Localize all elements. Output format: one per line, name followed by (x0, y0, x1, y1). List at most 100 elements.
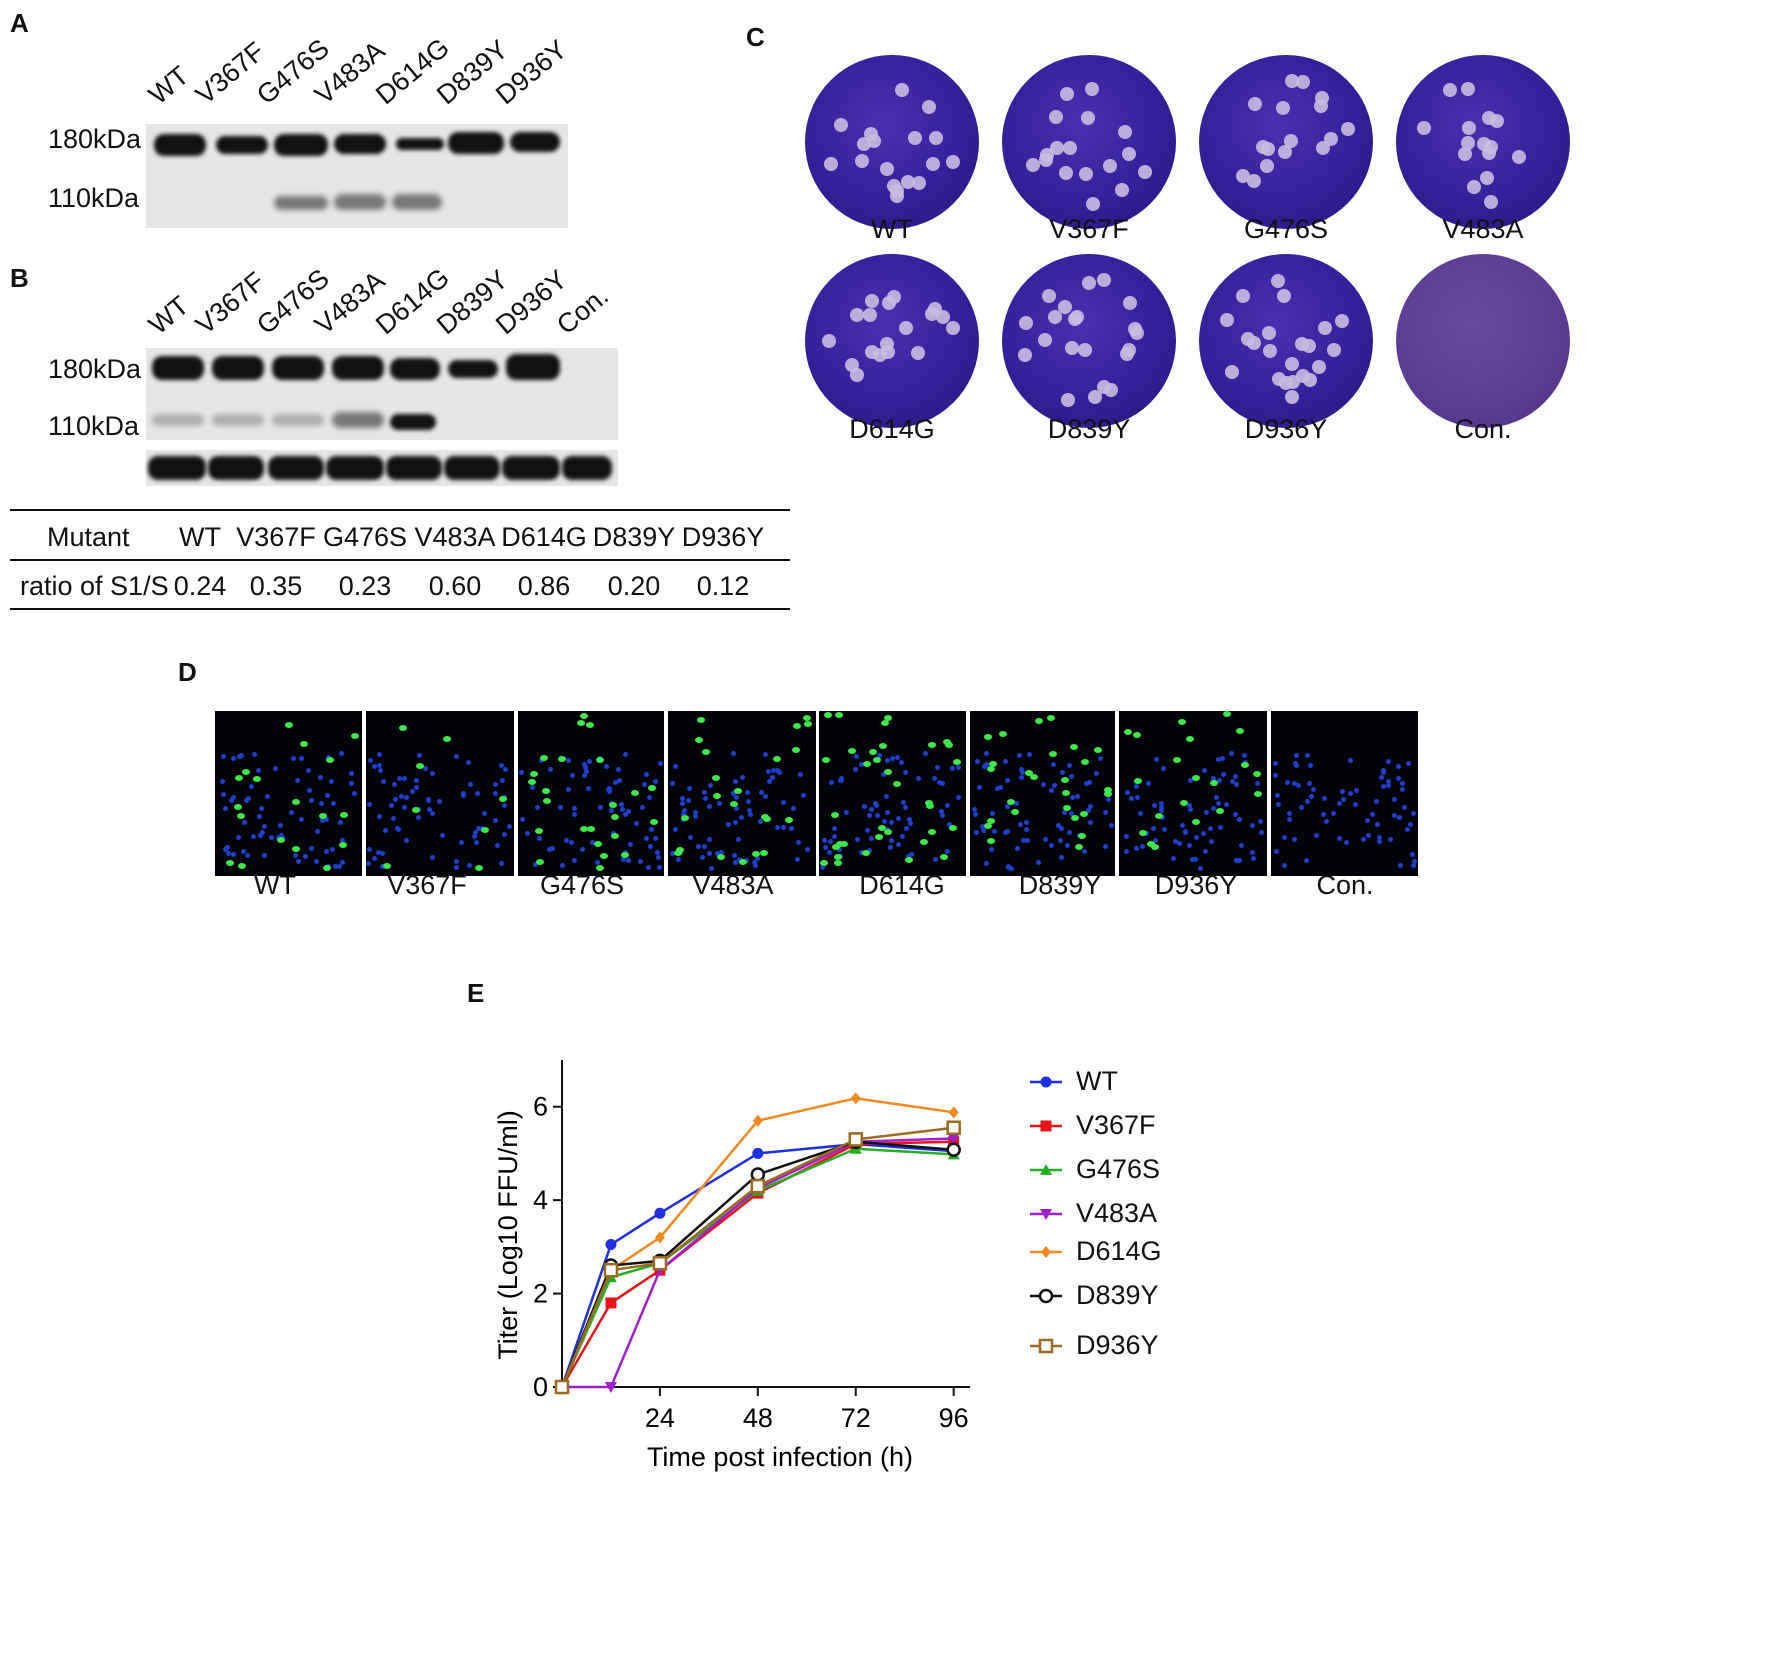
nucleus (1306, 781, 1312, 787)
nucleus (473, 840, 479, 846)
table-ratio-value: 0.35 (249, 571, 303, 601)
nucleus (377, 768, 383, 774)
legend-item: G476S (1030, 1154, 1160, 1185)
nucleus (558, 804, 564, 810)
infected-cell (595, 757, 604, 764)
nucleus (1024, 819, 1029, 825)
nucleus (333, 863, 339, 869)
nucleus (1153, 837, 1159, 843)
kda-marker-110: 110kDa (48, 183, 140, 213)
infected-cell (716, 854, 725, 861)
infected-cell (984, 733, 993, 740)
infected-cell (284, 722, 293, 729)
nucleus (493, 817, 499, 823)
nucleus (586, 758, 592, 764)
infected-cell (1046, 714, 1055, 721)
nucleus (417, 752, 423, 758)
nucleus (1410, 851, 1416, 857)
infected-cell (879, 743, 888, 750)
nucleus (388, 802, 394, 808)
nucleus (1400, 781, 1406, 787)
table-column-header: WT (179, 522, 221, 552)
nucleus (230, 756, 236, 762)
nucleus (499, 861, 505, 867)
plaque (1115, 182, 1130, 197)
plaque (1018, 315, 1033, 330)
legend-label: V367F (1076, 1110, 1156, 1140)
nucleus (800, 793, 806, 799)
nucleus (1336, 835, 1342, 841)
nucleus (1020, 770, 1026, 776)
nucleus (759, 789, 765, 795)
data-point (603, 1262, 619, 1278)
nucleus (706, 836, 712, 842)
infected-cell (822, 756, 831, 763)
fluorescence-image (215, 711, 362, 876)
infected-cell (1029, 774, 1038, 781)
nucleus (252, 751, 258, 757)
nucleus (1377, 839, 1383, 845)
nucleus (1210, 805, 1216, 811)
nucleus (1137, 811, 1143, 817)
blot-image (146, 348, 618, 440)
legend-swatch (1030, 1076, 1062, 1087)
infected-cell (1094, 746, 1103, 753)
plaque (1276, 101, 1291, 116)
nucleus (230, 851, 236, 857)
infected-cell (411, 806, 420, 813)
nucleus (672, 827, 678, 833)
plaque (1127, 322, 1142, 337)
nucleus (707, 782, 713, 788)
plaque-dish-label: D614G (849, 414, 935, 444)
nucleus (454, 858, 460, 864)
nucleus (221, 791, 227, 797)
nucleus (529, 784, 535, 790)
nucleus (1005, 864, 1011, 870)
nucleus (876, 753, 882, 759)
infected-cell (540, 754, 549, 761)
nucleus (314, 828, 320, 834)
plaque (1323, 132, 1338, 147)
nucleus (453, 754, 459, 759)
infected-cell (1124, 729, 1133, 736)
infected-cell (579, 713, 588, 720)
infected-cell (535, 858, 544, 865)
nucleus (1239, 843, 1245, 849)
nucleus (1069, 774, 1075, 780)
nucleus (1064, 843, 1070, 849)
nucleus (401, 804, 407, 810)
nucleus (324, 816, 330, 822)
legend-marker (1038, 1338, 1054, 1353)
table-ratio-value: 0.60 (428, 571, 482, 601)
nucleus (745, 789, 751, 795)
plaque (1088, 390, 1103, 405)
nucleus (1406, 761, 1412, 767)
nucleus (1150, 826, 1156, 832)
nucleus (1059, 826, 1065, 832)
nucleus (955, 764, 961, 770)
infected-cell (576, 720, 585, 727)
nucleus (1074, 794, 1080, 800)
infected-cell (873, 757, 882, 764)
infected-cell (1074, 844, 1083, 851)
nucleus (506, 823, 512, 829)
nucleus (1381, 770, 1387, 776)
nucleus (859, 761, 865, 767)
plaque (1137, 165, 1152, 180)
nucleus (611, 830, 617, 836)
nucleus (646, 794, 652, 800)
infected-cell (1104, 787, 1112, 794)
nucleus (645, 865, 651, 871)
lane-label: WT (143, 60, 195, 111)
nucleus (675, 856, 681, 862)
infected-cell (1010, 808, 1019, 815)
nucleus (559, 862, 565, 868)
nucleus (657, 760, 663, 766)
fluorescence-image (819, 711, 966, 876)
nucleus (296, 859, 302, 865)
nucleus (703, 796, 709, 802)
infected-cell (883, 714, 892, 721)
legend-item: D614G (1030, 1236, 1162, 1267)
nucleus (623, 751, 629, 757)
